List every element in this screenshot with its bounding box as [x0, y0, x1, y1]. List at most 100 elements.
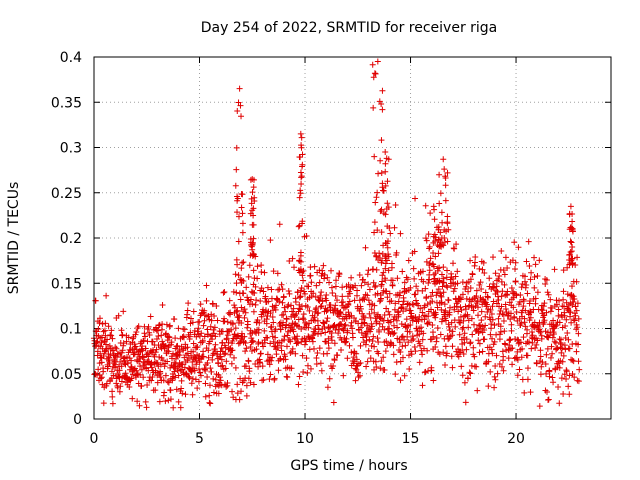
data-point: [374, 227, 381, 234]
data-point: [206, 399, 213, 406]
data-point: [475, 337, 482, 344]
data-point: [236, 85, 243, 92]
data-point: [258, 262, 265, 269]
data-point: [576, 366, 583, 373]
data-point: [484, 308, 491, 315]
data-point: [249, 337, 256, 344]
data-point: [304, 362, 311, 369]
data-point: [449, 364, 456, 371]
data-point: [434, 304, 441, 311]
data-point: [165, 379, 172, 386]
data-point: [411, 343, 418, 350]
data-point: [108, 368, 115, 375]
data-point: [126, 383, 133, 390]
data-point: [249, 189, 256, 196]
data-point: [229, 321, 236, 328]
data-point: [200, 322, 207, 329]
plot-frame: [93, 56, 612, 420]
data-point: [159, 301, 166, 308]
data-point: [536, 319, 543, 326]
data-point: [353, 356, 360, 363]
data-point: [116, 388, 123, 395]
data-point: [447, 304, 454, 311]
data-point: [309, 335, 316, 342]
data-point: [297, 187, 304, 194]
data-point: [416, 313, 423, 320]
data-point: [508, 284, 515, 291]
data-point: [408, 337, 415, 344]
data-point: [499, 288, 506, 295]
data-point: [313, 354, 320, 361]
data-point: [394, 275, 401, 282]
data-point: [371, 229, 378, 236]
data-point: [498, 278, 505, 285]
data-point: [247, 296, 254, 303]
data-point: [297, 306, 304, 313]
data-point: [376, 320, 383, 327]
data-point: [426, 245, 433, 252]
data-point: [380, 269, 387, 276]
data-point: [249, 176, 256, 183]
y-tick-label: 0: [73, 412, 82, 428]
data-point: [361, 279, 368, 286]
data-point: [250, 221, 257, 228]
data-point: [283, 373, 290, 380]
data-point: [368, 326, 375, 333]
data-point: [278, 281, 285, 288]
data-point: [523, 281, 530, 288]
data-point: [425, 313, 432, 320]
y-tick-label: 0.25: [51, 186, 82, 202]
data-point: [521, 389, 528, 396]
data-point: [573, 348, 580, 355]
data-point: [267, 371, 274, 378]
data-point: [282, 353, 289, 360]
data-point: [380, 242, 387, 249]
data-point: [549, 374, 556, 381]
data-point: [345, 302, 352, 309]
data-point: [497, 328, 504, 335]
data-point: [506, 336, 513, 343]
data-point: [543, 370, 550, 377]
data-point: [198, 330, 205, 337]
data-point: [217, 377, 224, 384]
data-point: [94, 338, 101, 345]
data-point: [203, 297, 210, 304]
data-point: [366, 286, 373, 293]
data-point: [207, 323, 214, 330]
data-point: [494, 370, 501, 377]
data-point: [158, 326, 165, 333]
data-point: [371, 309, 378, 316]
data-point: [528, 269, 535, 276]
data-point: [234, 390, 241, 397]
data-point: [397, 230, 404, 237]
data-point: [233, 166, 240, 173]
data-point: [575, 330, 582, 337]
data-point: [357, 342, 364, 349]
data-point: [168, 339, 175, 346]
data-point: [242, 309, 249, 316]
data-point: [192, 376, 199, 383]
data-point: [286, 290, 293, 297]
data-point: [199, 337, 206, 344]
data-point: [457, 319, 464, 326]
data-point: [473, 287, 480, 294]
data-point: [202, 367, 209, 374]
data-point: [296, 222, 303, 229]
data-point: [524, 290, 531, 297]
data-point: [140, 337, 147, 344]
data-point: [461, 339, 468, 346]
data-point: [384, 178, 391, 185]
data-point: [292, 298, 299, 305]
data-point: [155, 333, 162, 339]
data-point: [372, 199, 379, 206]
data-point: [491, 338, 498, 345]
data-point: [134, 370, 141, 377]
data-point: [299, 352, 306, 359]
data-point: [471, 321, 478, 328]
data-point: [413, 283, 420, 290]
data-point: [237, 276, 244, 283]
data-point: [471, 353, 478, 360]
data-point: [321, 275, 328, 282]
data-point: [221, 318, 228, 325]
data-point: [250, 267, 257, 274]
